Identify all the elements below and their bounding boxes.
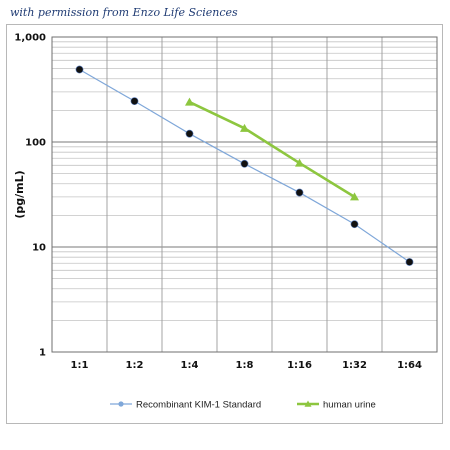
standard-data-point	[405, 258, 414, 266]
standard-data-point	[130, 97, 139, 106]
y-tick-label: 1,000	[14, 33, 46, 44]
x-tick-label: 1:32	[342, 360, 367, 371]
y-tick-label: 1	[39, 348, 46, 359]
chart-frame	[6, 24, 443, 424]
standard-data-point	[185, 129, 194, 138]
standard-data-point	[75, 65, 84, 74]
x-tick-label: 1:1	[71, 360, 89, 371]
urine-data-point	[240, 123, 249, 132]
x-tick-label: 1:8	[236, 360, 254, 371]
x-tick-label: 1:2	[126, 360, 144, 371]
permission-caption: with permission from Enzo Life Sciences	[10, 6, 238, 19]
plot-area	[52, 37, 437, 352]
standard-data-point	[350, 220, 359, 229]
urine-data-point	[295, 158, 304, 167]
legend-urine-marker	[304, 400, 312, 407]
x-tick-label: 1:4	[181, 360, 199, 371]
legend-standard-marker	[118, 401, 124, 407]
urine-series-line	[188, 100, 356, 199]
legend-standard-label: Recombinant KIM-1 Standard	[136, 399, 261, 410]
y-axis-label: (pg/mL)	[13, 170, 26, 218]
urine-data-point	[185, 97, 194, 106]
y-tick-label: 100	[25, 138, 46, 149]
standard-data-point	[295, 188, 304, 197]
plot-border	[51, 36, 438, 353]
legend-urine-label: human urine	[323, 399, 376, 410]
urine-data-point	[350, 192, 359, 201]
standard-data-point	[240, 159, 249, 168]
x-tick-label: 1:64	[397, 360, 422, 371]
x-tick-label: 1:16	[287, 360, 312, 371]
y-tick-label: 10	[32, 243, 46, 254]
